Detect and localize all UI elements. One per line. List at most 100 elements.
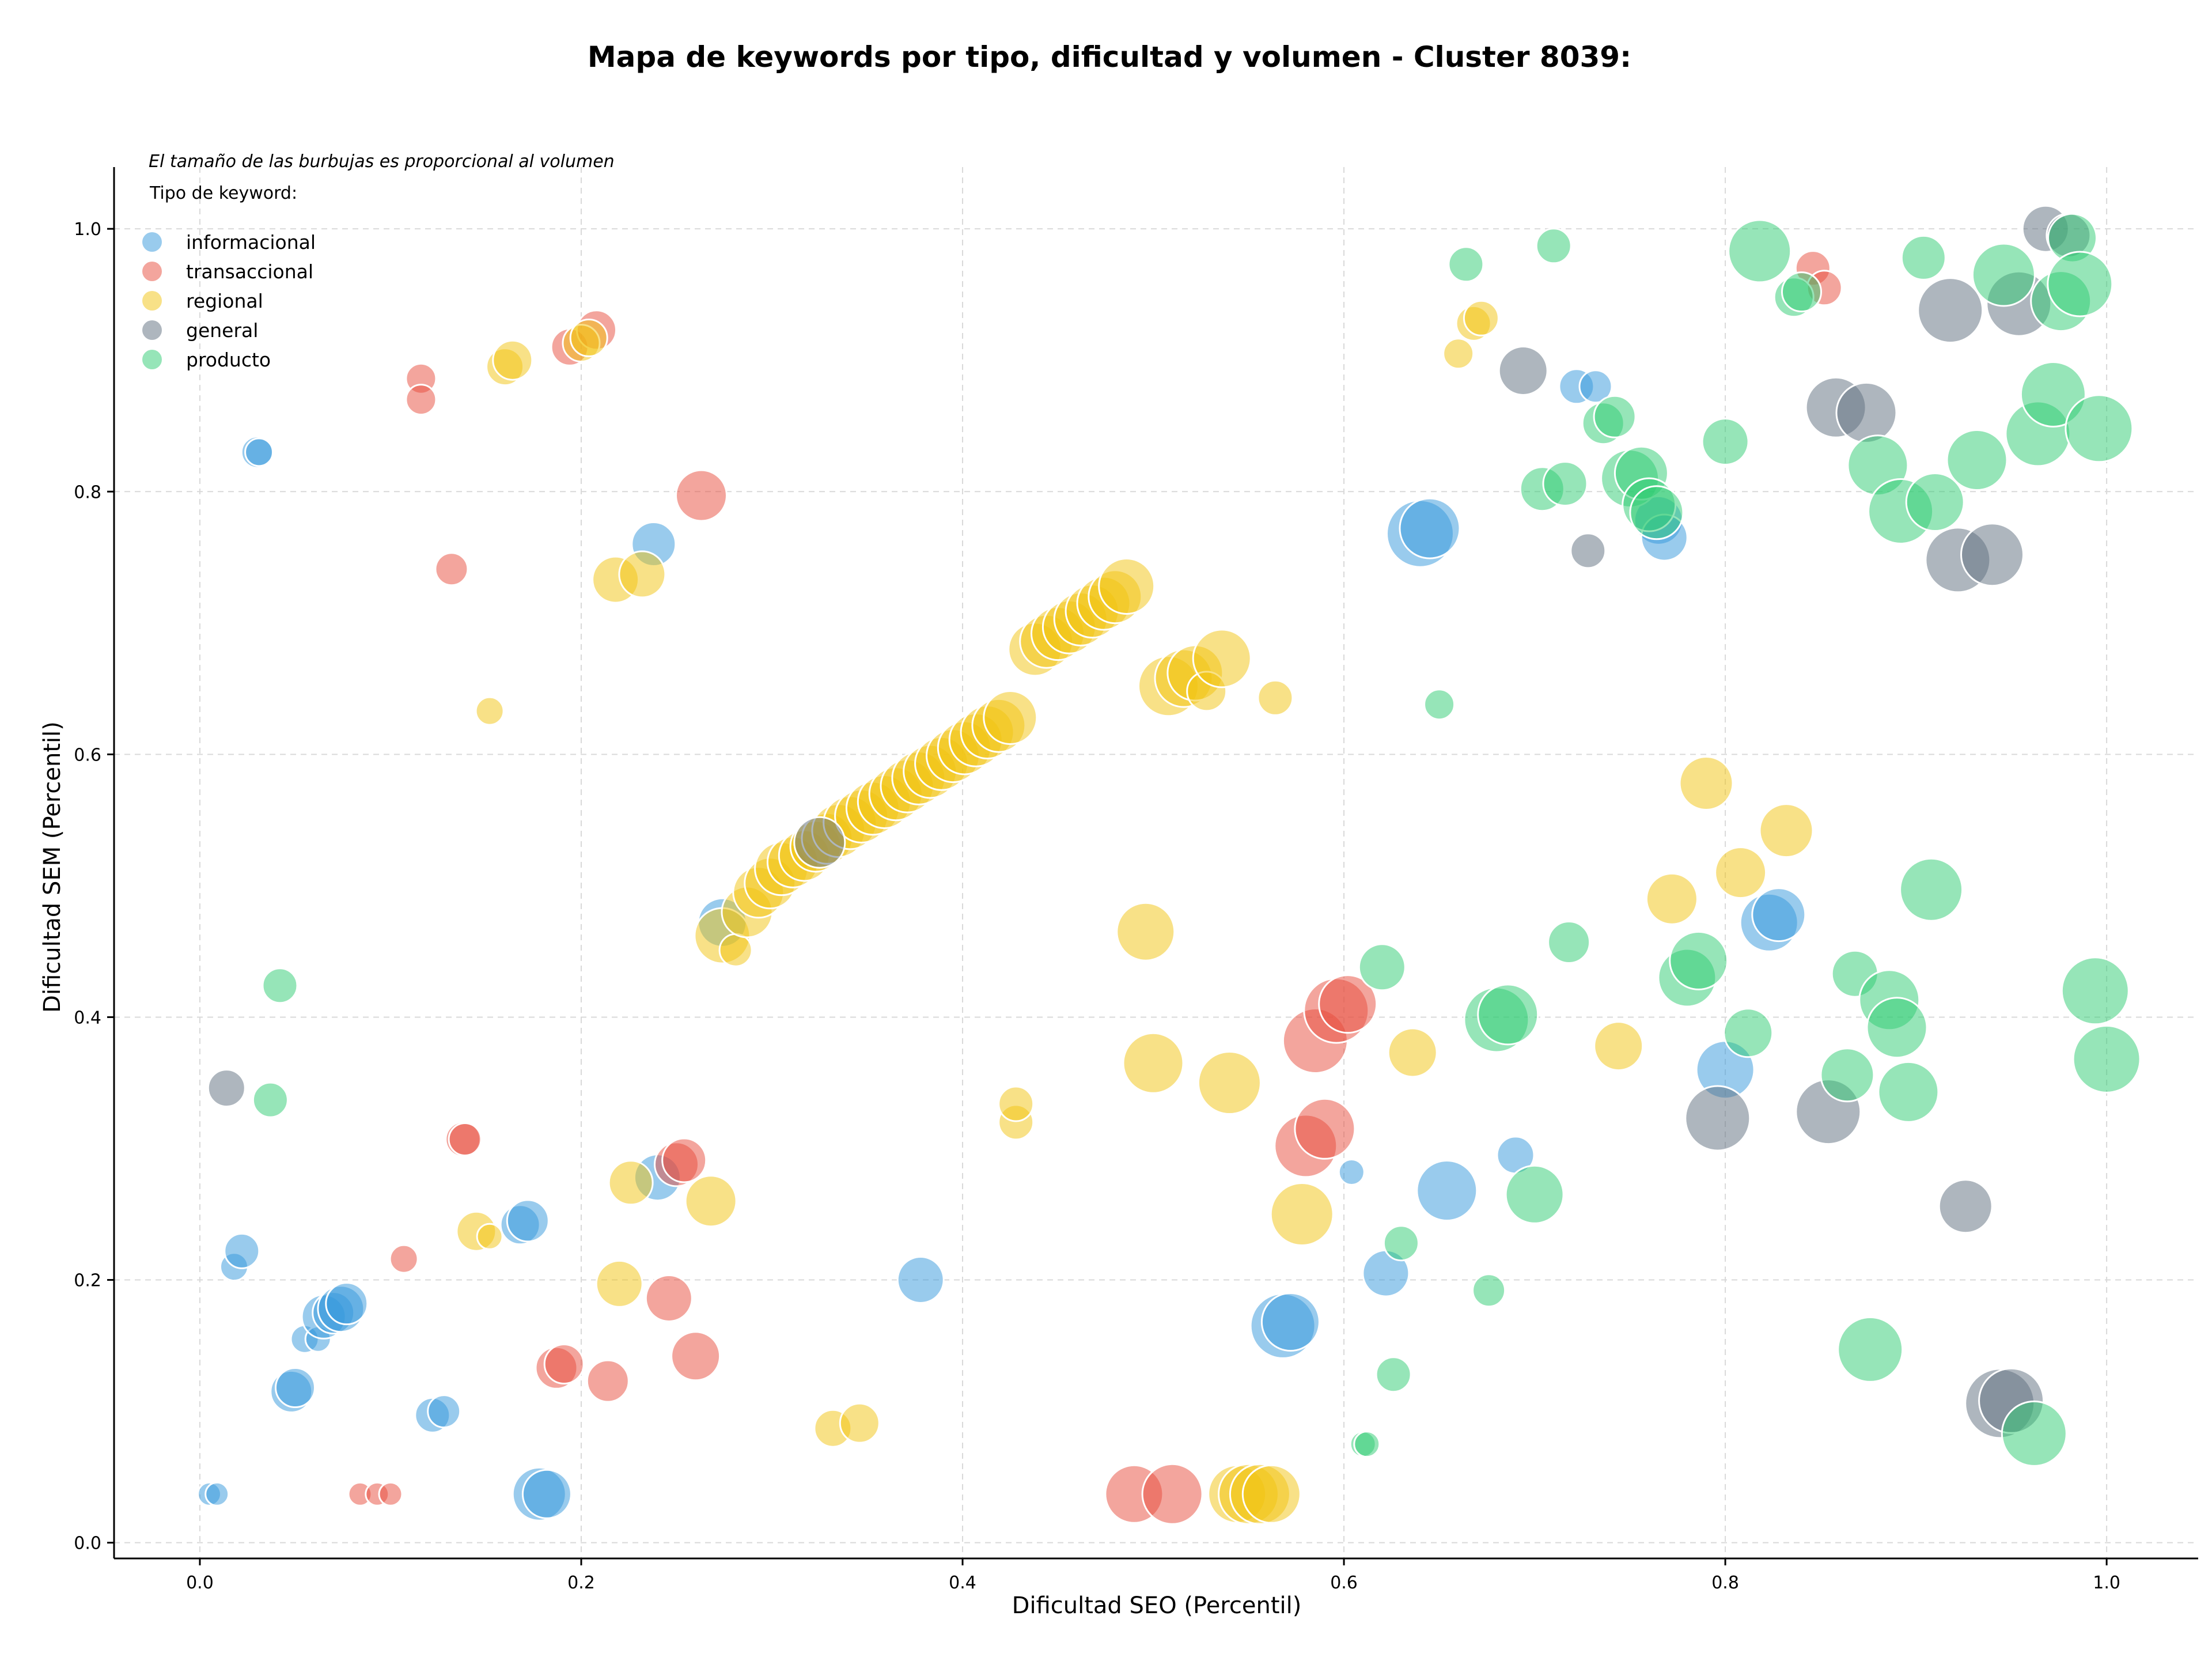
x-tick-label: 0.2 [567,1573,595,1593]
legend-label-informacional: informacional [186,231,316,253]
y-tick-label: 0.0 [74,1534,101,1554]
bubble-producto [1820,1047,1875,1103]
bubble-producto [1629,485,1684,540]
bubble-informacional [275,1367,316,1408]
legend-marker-informacional [142,232,162,252]
bubble-producto [1877,1061,1940,1123]
bubble-regional [1116,902,1176,962]
bubble-general [1570,532,1607,569]
legend-marker-regional [142,291,162,311]
bubble-producto [1593,395,1637,438]
bubble-transaccional [1294,1098,1356,1160]
bubble-producto [1382,1225,1419,1262]
bubble-informacional [506,1199,550,1243]
bubble-regional [1679,756,1734,811]
bubble-producto [262,967,298,1004]
bubble-informacional [204,1481,230,1507]
bubble-producto [1542,461,1588,507]
bubble-producto [1448,246,1484,283]
bubble-regional [475,696,505,726]
bubble-producto [1900,234,1946,281]
bubble-producto [1837,1316,1904,1383]
y-axis-label: Dificultad SEM (Percentil) [39,721,66,1013]
bubble-producto [2061,956,2130,1026]
bubble-general [793,816,846,869]
bubble-regional [1098,558,1156,615]
bubble-regional [998,1085,1035,1122]
bubble-regional [684,1175,737,1228]
x-axis-label: Dificultad SEO (Percentil) [1012,1592,1302,1619]
bubble-regional [1463,300,1499,336]
bubble-producto [1353,1431,1381,1458]
legend-title: Tipo de keyword: [149,183,297,203]
bubble-producto [1375,1356,1412,1393]
series-producto [252,213,2141,1467]
axes-layer: 0.0 0.2 0.4 0.6 0.8 1.0 0.0 0.2 0.4 0.6 0.8 1.0 [74,167,2198,1593]
bubble-general [1498,346,1548,396]
bubble-transaccional [405,384,437,416]
bubble-general [207,1069,246,1108]
bubble-producto [1701,418,1749,466]
bubble-transaccional [389,1244,419,1274]
bubble-general [1835,381,1897,444]
bubble-producto [1669,930,1729,990]
x-tick-label: 0.8 [1711,1573,1739,1593]
bubble-regional [1593,1021,1644,1072]
bubble-producto [1505,1164,1565,1224]
bubble-regional [1192,629,1252,688]
legend-marker-transaccional [142,262,162,281]
bubble-regional [1442,338,1475,370]
bubble-regional [476,1223,503,1250]
bubble-producto [1899,857,1964,922]
bubble-producto [1535,228,1572,264]
x-tick-label: 0.4 [949,1573,976,1593]
legend-label-regional: regional [186,290,263,312]
bubble-regional [1387,1027,1438,1078]
legend-label-producto: producto [186,349,271,371]
bubble-producto [1423,688,1456,721]
bubble-producto [1472,1273,1506,1308]
bubble-regional [1122,1032,1184,1094]
bubble-producto [1723,1008,1774,1058]
series-informacional [197,368,1806,1522]
bubble-size-note: El tamaño de las burbujas es proporciona… [149,152,615,172]
bubble-producto [1866,997,1928,1059]
chart-title: Mapa de keywords por tipo, dificultad y … [588,40,1631,74]
bubble-informacional [1578,369,1613,404]
bubble-informacional [896,1256,945,1304]
bubble-transaccional [645,1274,693,1322]
bubble-informacional [1338,1159,1365,1186]
bubble-transaccional [661,1137,707,1183]
legend-marker-producto [142,350,162,369]
bubble-informacional [427,1394,461,1429]
bubble-general [1917,277,1984,344]
legend: Tipo de keyword: informacional transaccio… [142,183,316,371]
bubble-regional [618,550,666,599]
bubble-transaccional [543,1344,585,1384]
y-tick-label: 0.8 [74,482,101,502]
bubble-transaccional [448,1122,482,1156]
bubble-producto [1728,219,1792,283]
bubble-transaccional [1318,974,1378,1034]
bubble-general [1684,1085,1751,1152]
bubble-producto [2072,1024,2141,1094]
bubble-regional [1257,679,1294,716]
bubble-producto [2001,1400,2067,1467]
bubble-regional [595,1259,643,1308]
bubble-regional [1197,1051,1262,1115]
x-tick-label: 0.0 [186,1573,214,1593]
bubble-producto [2065,394,2134,463]
bubble-producto [1946,429,2008,491]
bubble-informacional [1751,887,1806,943]
bubble-general [1960,523,2024,587]
y-tick-label: 0.2 [74,1271,101,1291]
bubble-informacional [224,1232,260,1269]
bubble-producto [1971,243,2036,307]
bubble-informacional [1399,497,1461,559]
bubble-producto [2047,251,2113,317]
bubble-general [1938,1179,1993,1234]
y-tick-label: 0.6 [74,745,101,765]
bubble-transaccional [1141,1463,1203,1525]
